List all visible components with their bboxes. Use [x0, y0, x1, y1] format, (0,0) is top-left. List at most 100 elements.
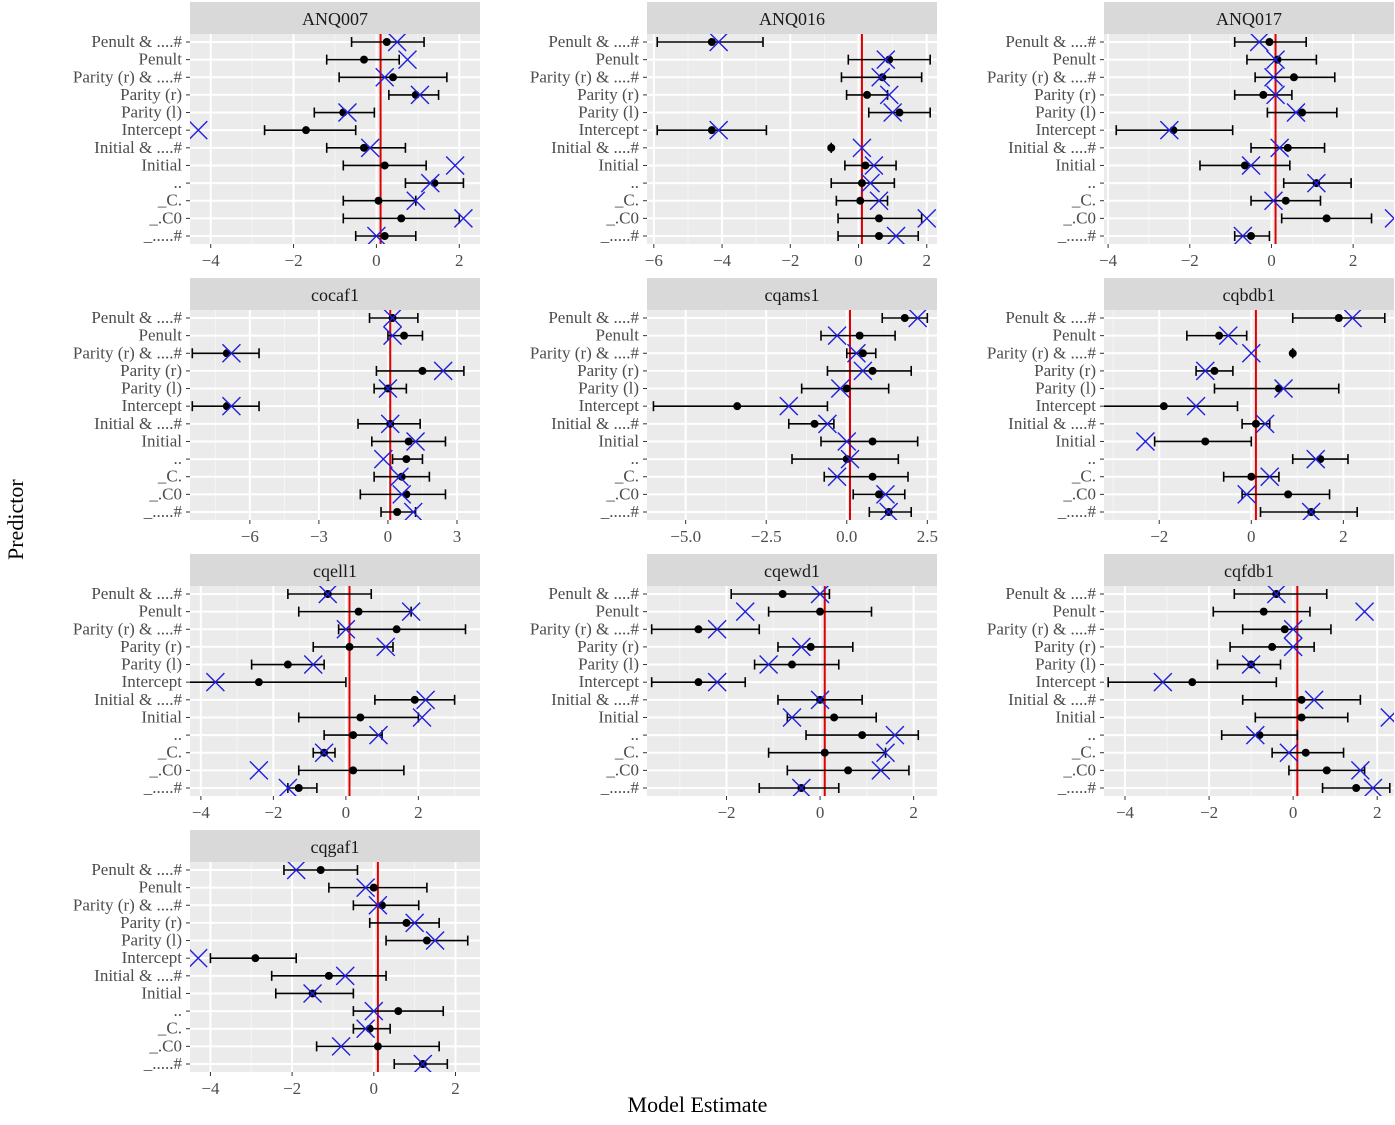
y-tick-label: _.....#: [1057, 226, 1097, 245]
facet-title: cqams1: [765, 285, 820, 305]
reference-cross: [331, 1036, 351, 1056]
reference-cross: [707, 672, 727, 692]
facet-title: ANQ007: [302, 9, 368, 29]
reference-cross: [864, 155, 884, 175]
y-tick-label: Initial: [141, 155, 182, 174]
reference-cross: [810, 690, 830, 710]
estimate-point: [830, 713, 839, 722]
reference-cross: [871, 67, 891, 87]
panel-background: [1104, 586, 1394, 796]
x-tick-label: 0: [1267, 251, 1276, 270]
reference-cross: [403, 502, 423, 520]
y-tick-label: Initial & ....#: [1008, 690, 1096, 709]
reference-cross: [369, 725, 388, 745]
estimate-point: [733, 402, 742, 411]
y-tick-label: Parity (r) & ....#: [987, 619, 1097, 638]
x-tick-label: 0: [1289, 803, 1298, 822]
y-tick-label: ..: [631, 173, 640, 192]
reference-cross: [278, 778, 298, 796]
x-tick-label: 0: [854, 251, 863, 270]
reference-cross: [1306, 449, 1326, 469]
reference-cross: [709, 34, 729, 52]
y-tick-label: Penult: [139, 326, 183, 345]
estimate-point: [1352, 784, 1361, 792]
y-tick-label: _C.: [1071, 467, 1096, 486]
y-tick-label: _C.: [157, 191, 182, 210]
facet-title: cqell1: [313, 561, 357, 581]
y-tick-label: Intercept: [122, 672, 183, 691]
x-tick-label: 0: [370, 1079, 379, 1098]
y-tick-label: _.C0: [1062, 484, 1096, 503]
reference-cross: [416, 690, 436, 710]
reference-cross: [779, 396, 799, 416]
x-tick-label: 0: [1247, 527, 1256, 546]
reference-cross: [1245, 725, 1265, 745]
y-tick-label: _C.: [157, 1019, 182, 1038]
y-tick-label: _.C0: [605, 208, 639, 227]
facet-strip: [190, 554, 480, 586]
y-tick-label: _.C0: [1062, 208, 1096, 227]
panel-marks: [190, 862, 469, 1072]
y-tick-label: Intercept: [579, 120, 640, 139]
reference-cross: [373, 449, 393, 469]
reference-cross: [335, 966, 355, 986]
y-tick-label: Intercept: [122, 120, 183, 139]
estimate-point: [778, 590, 787, 598]
reference-cross: [1233, 226, 1253, 244]
y-tick-label: Initial: [1055, 707, 1096, 726]
estimate-point: [222, 349, 231, 358]
y-tick-label: Penult: [1053, 50, 1097, 69]
reference-cross: [1266, 85, 1286, 105]
reference-cross: [318, 586, 338, 604]
estimate-point: [1322, 766, 1331, 775]
reference-cross: [840, 449, 860, 469]
estimate-point: [1251, 419, 1260, 428]
reference-cross: [876, 50, 896, 70]
reference-cross: [383, 326, 403, 346]
reference-cross: [389, 467, 409, 487]
reference-cross: [336, 619, 356, 639]
reference-cross: [1135, 431, 1155, 451]
y-tick-label: Intercept: [1036, 672, 1097, 691]
y-tick-label: Initial: [598, 155, 639, 174]
reference-cross: [406, 431, 426, 451]
estimate-point: [1298, 108, 1307, 117]
reference-cross: [837, 431, 857, 451]
panel-background: [647, 586, 937, 796]
y-tick-label: _.....#: [143, 502, 183, 521]
y-tick-label: Parity (r): [577, 85, 639, 104]
y-tick-label: Initial & ....#: [1008, 138, 1096, 157]
estimate-point: [349, 766, 358, 775]
panel-background: [647, 310, 937, 520]
reference-cross: [908, 310, 928, 328]
reference-cross: [360, 138, 380, 158]
panel-cqams1: cqams1 −5.0 −2.5 0.0 2.5 Penult & ....#Penult…: [530, 278, 938, 546]
panel-background: [1104, 310, 1394, 520]
y-tick-label: _.C0: [1062, 760, 1096, 779]
x-tick-label: −4: [1116, 803, 1135, 822]
facet-strip: [647, 2, 937, 34]
facet-title: cqewd1: [764, 561, 820, 581]
estimate-point: [411, 90, 420, 99]
y-tick-label: ..: [1088, 173, 1097, 192]
panel-marks: [1104, 310, 1386, 520]
y-tick-label: Parity (r): [120, 913, 182, 932]
reference-cross: [827, 326, 847, 346]
facet-strip: [1104, 278, 1394, 310]
y-tick-label: Parity (r) & ....#: [73, 67, 183, 86]
reference-cross: [1260, 467, 1280, 487]
estimate-point: [254, 678, 263, 687]
reference-cross: [412, 707, 432, 727]
reference-cross: [378, 379, 398, 399]
x-tick-label: −4: [1099, 251, 1118, 270]
reference-cross: [917, 208, 937, 228]
estimate-point: [694, 625, 703, 634]
x-tick-label: 0: [372, 251, 381, 270]
estimate-point: [324, 971, 333, 980]
estimate-point: [861, 161, 870, 170]
reference-cross: [1274, 379, 1294, 399]
x-tick-label: −2.5: [751, 527, 782, 546]
panel-background: [647, 34, 937, 244]
reference-cross: [871, 760, 891, 780]
y-tick-label: Parity (r): [1034, 85, 1096, 104]
